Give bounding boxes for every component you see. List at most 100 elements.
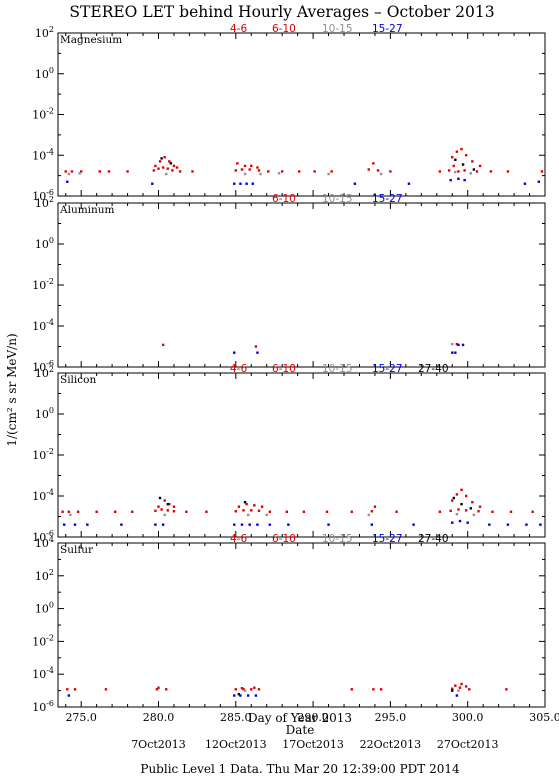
legend-15-27: 15-27 xyxy=(372,533,403,545)
y-tick-exp: -6 xyxy=(46,699,54,708)
data-point xyxy=(451,687,454,690)
data-point xyxy=(240,523,244,526)
y-tick-label: 10-4 xyxy=(32,147,54,162)
data-point xyxy=(451,342,454,346)
data-point xyxy=(472,168,476,171)
y-tick-base: 10 xyxy=(32,531,46,544)
data-point xyxy=(78,172,81,175)
y-tick-exp: -4 xyxy=(46,666,54,675)
data-point xyxy=(379,172,383,176)
y-tick-label: 10-4 xyxy=(32,488,54,503)
legend-6-10: 6-10 xyxy=(272,193,296,205)
y-tick-base: 10 xyxy=(35,68,49,81)
date-tick-label: 7Oct2013 xyxy=(131,738,186,751)
data-point xyxy=(242,509,245,512)
y-tick-base: 10 xyxy=(35,570,49,583)
data-point xyxy=(454,351,457,354)
data-point xyxy=(523,182,527,185)
panel-label: Silicon xyxy=(60,374,96,386)
data-point xyxy=(250,509,253,512)
data-point xyxy=(191,170,194,173)
data-point xyxy=(157,686,160,689)
y-tick-base: 10 xyxy=(35,27,49,40)
data-point xyxy=(257,509,261,512)
plot-frame xyxy=(57,542,546,708)
data-point xyxy=(240,687,244,690)
data-point xyxy=(353,182,357,185)
panel-label: Aluminum xyxy=(59,204,115,216)
y-tick-base: 10 xyxy=(35,238,49,251)
y-tick-label: 102 xyxy=(35,568,54,583)
data-point xyxy=(234,169,237,172)
data-point xyxy=(389,170,392,173)
data-point xyxy=(154,164,157,168)
data-point xyxy=(457,170,460,173)
data-point xyxy=(158,496,162,500)
data-point xyxy=(457,508,460,511)
data-point xyxy=(455,342,459,346)
data-point xyxy=(250,164,253,168)
legend-15-27: 15-27 xyxy=(372,23,403,35)
data-point xyxy=(455,694,459,697)
data-point xyxy=(253,686,256,689)
data-point xyxy=(243,164,247,168)
data-point xyxy=(66,180,69,183)
chart-title: STEREO LET behind Hourly Averages – Octo… xyxy=(69,3,494,21)
y-tick-base: 10 xyxy=(32,701,46,714)
data-point xyxy=(107,170,111,173)
data-point xyxy=(438,510,442,513)
y-tick-base: 10 xyxy=(35,603,49,616)
data-point xyxy=(268,510,272,513)
y-tick-base: 10 xyxy=(35,367,49,380)
date-tick-label: 27Oct2013 xyxy=(437,738,499,751)
date-tick-label: 22Oct2013 xyxy=(360,738,422,751)
data-point xyxy=(126,170,129,173)
x-tick-label: 275.0 xyxy=(65,711,97,724)
y-tick-exp: -6 xyxy=(46,529,54,538)
data-point xyxy=(166,167,169,170)
data-point xyxy=(67,694,71,697)
data-point xyxy=(73,688,77,691)
data-point xyxy=(505,688,508,691)
data-point xyxy=(239,182,242,185)
data-point xyxy=(280,170,284,173)
data-point xyxy=(285,510,289,513)
data-point xyxy=(246,694,250,697)
data-point xyxy=(412,523,415,526)
y-tick-base: 10 xyxy=(32,668,46,681)
data-point xyxy=(367,168,370,171)
data-point xyxy=(69,513,72,517)
y-tick-exp: 2 xyxy=(49,365,54,374)
data-point xyxy=(472,513,476,517)
data-point xyxy=(454,158,457,161)
data-point xyxy=(243,172,247,176)
data-point xyxy=(454,684,457,687)
data-point xyxy=(154,509,157,512)
panel-label: Sulfur xyxy=(60,544,94,556)
data-point xyxy=(460,147,463,151)
data-point xyxy=(178,170,182,173)
data-point xyxy=(489,170,493,173)
data-point xyxy=(242,688,245,691)
data-point xyxy=(250,688,253,691)
data-point xyxy=(251,182,254,185)
data-point xyxy=(469,172,472,175)
data-point xyxy=(457,177,460,180)
data-point xyxy=(540,170,544,173)
data-point xyxy=(457,343,460,347)
data-point xyxy=(477,510,480,513)
data-point xyxy=(233,523,236,526)
data-point xyxy=(457,689,460,692)
y-tick-label: 10-2 xyxy=(32,107,54,122)
y-tick-base: 10 xyxy=(32,490,46,503)
y-tick-base: 10 xyxy=(32,279,46,292)
data-point xyxy=(151,182,154,185)
x-tick-label: 285.0 xyxy=(220,711,252,724)
x-tick-label: 305.0 xyxy=(529,711,559,724)
data-point xyxy=(257,688,261,691)
y-tick-label: 100 xyxy=(35,236,54,251)
data-point xyxy=(350,510,353,513)
data-point xyxy=(248,523,251,526)
